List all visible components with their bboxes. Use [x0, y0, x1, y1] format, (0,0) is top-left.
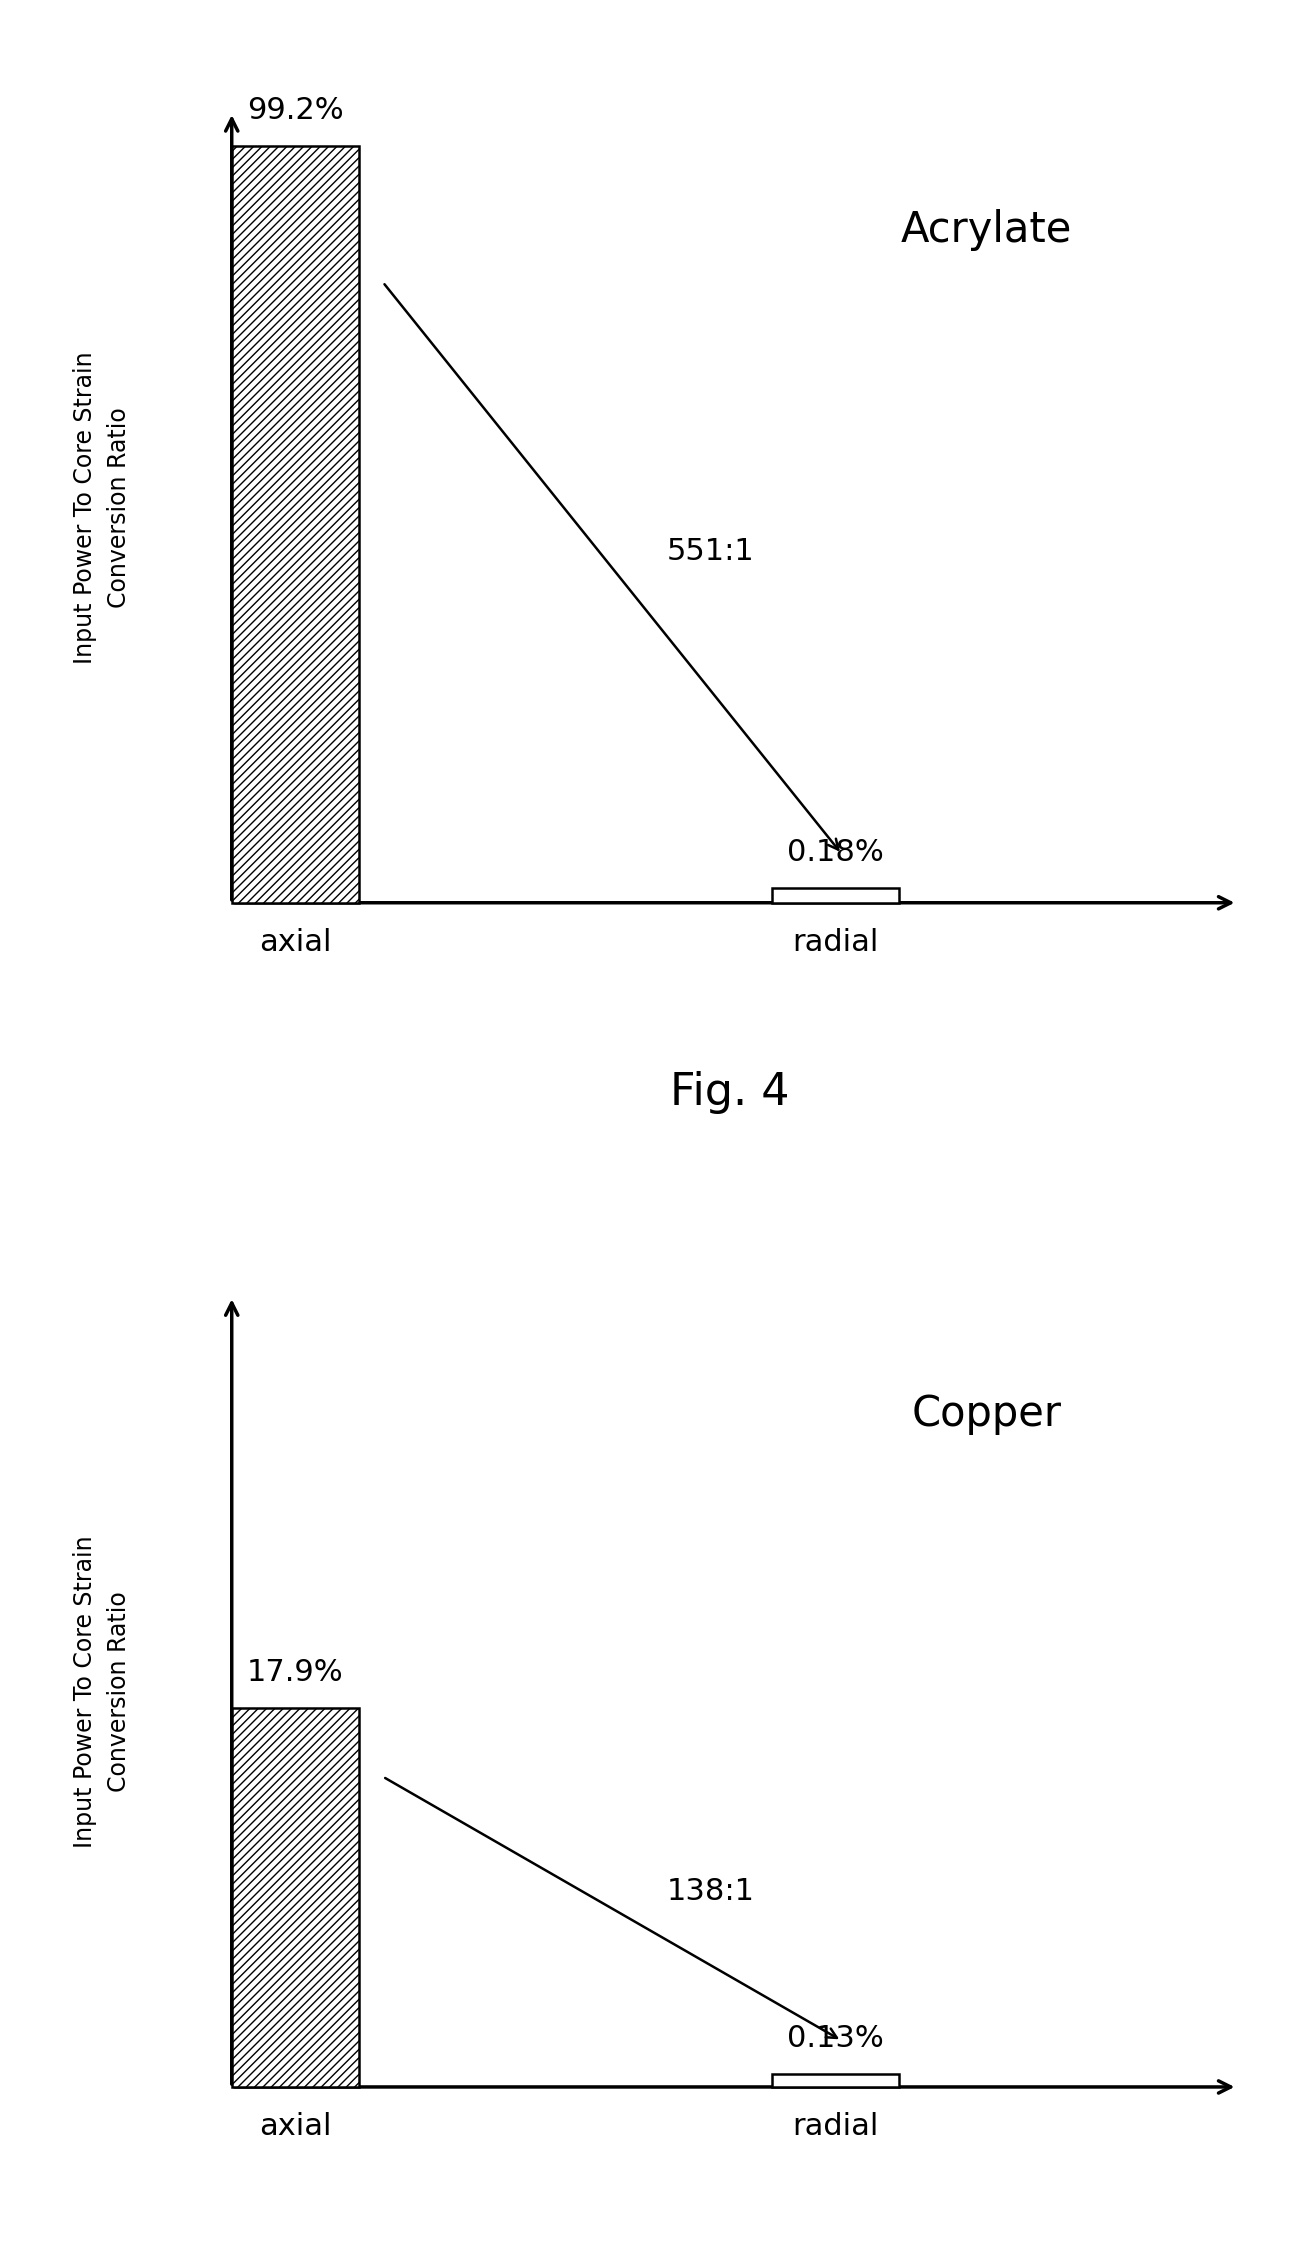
Text: axial: axial	[259, 2112, 331, 2141]
Text: Input Power To Core Strain
Conversion Ratio: Input Power To Core Strain Conversion Ra…	[74, 1535, 130, 1849]
Text: axial: axial	[259, 929, 331, 956]
Text: 99.2%: 99.2%	[247, 96, 344, 126]
Text: Fig. 4: Fig. 4	[670, 1070, 790, 1113]
Text: Copper: Copper	[911, 1394, 1062, 1436]
Text: radial: radial	[793, 929, 878, 956]
Text: 17.9%: 17.9%	[247, 1658, 344, 1687]
Text: 0.18%: 0.18%	[788, 837, 884, 866]
Text: 138:1: 138:1	[667, 1878, 755, 1907]
Text: radial: radial	[793, 2112, 878, 2141]
Text: Input Power To Core Strain
Conversion Ratio: Input Power To Core Strain Conversion Ra…	[74, 350, 130, 664]
Text: 551:1: 551:1	[667, 536, 755, 565]
Bar	[772, 889, 899, 902]
Bar	[772, 2073, 899, 2087]
Text: 0.13%: 0.13%	[788, 2024, 884, 2053]
Text: Acrylate: Acrylate	[901, 209, 1073, 251]
Bar	[231, 146, 358, 902]
Bar	[231, 1708, 358, 2087]
